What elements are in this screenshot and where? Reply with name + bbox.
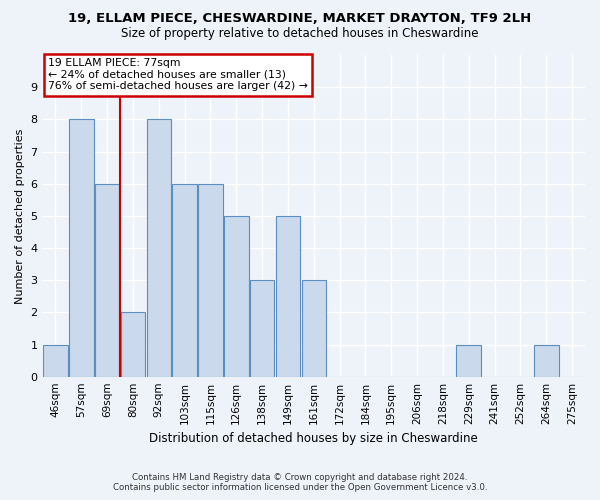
Text: Size of property relative to detached houses in Cheswardine: Size of property relative to detached ho… (121, 28, 479, 40)
Bar (172, 184, 197, 376)
Bar (457, 344, 481, 376)
Bar (224, 216, 248, 376)
Bar (198, 184, 223, 376)
Bar (302, 280, 326, 376)
Bar (95, 184, 119, 376)
Bar (275, 216, 300, 376)
Text: 19 ELLAM PIECE: 77sqm
← 24% of detached houses are smaller (13)
76% of semi-deta: 19 ELLAM PIECE: 77sqm ← 24% of detached … (48, 58, 308, 92)
Bar (146, 120, 171, 376)
Bar (43, 344, 68, 376)
Bar (534, 344, 559, 376)
Bar (250, 280, 274, 376)
Bar (121, 312, 145, 376)
Y-axis label: Number of detached properties: Number of detached properties (15, 128, 25, 304)
X-axis label: Distribution of detached houses by size in Cheswardine: Distribution of detached houses by size … (149, 432, 478, 445)
Text: Contains HM Land Registry data © Crown copyright and database right 2024.
Contai: Contains HM Land Registry data © Crown c… (113, 473, 487, 492)
Bar (69, 120, 94, 376)
Text: 19, ELLAM PIECE, CHESWARDINE, MARKET DRAYTON, TF9 2LH: 19, ELLAM PIECE, CHESWARDINE, MARKET DRA… (68, 12, 532, 26)
